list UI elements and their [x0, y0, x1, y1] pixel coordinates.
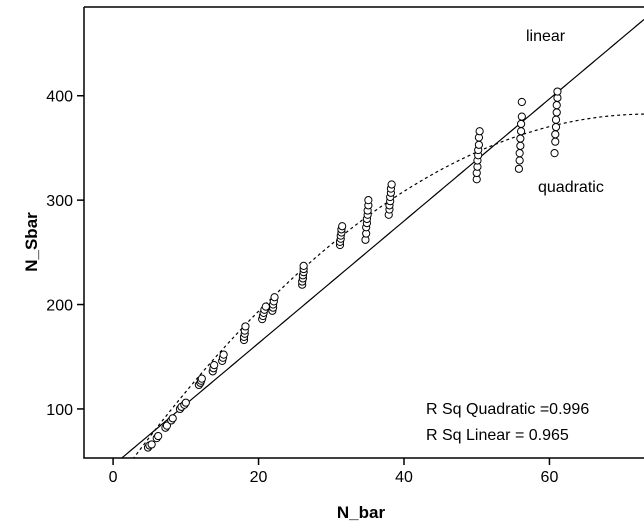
data-point: [550, 149, 559, 158]
data-points: [143, 87, 562, 452]
data-point: [551, 122, 561, 132]
r-squared-quadratic: R Sq Quadratic =0.996: [426, 401, 589, 418]
data-point: [154, 431, 163, 441]
data-point: [241, 322, 250, 331]
x-axis-title: N_bar: [337, 503, 386, 522]
data-point: [553, 87, 562, 96]
data-point: [552, 101, 561, 110]
data-point: [551, 130, 560, 139]
data-point: [210, 360, 219, 370]
fit-label-linear: linear: [526, 28, 566, 45]
r-squared-linear: R Sq Linear = 0.965: [426, 427, 569, 444]
data-point: [551, 115, 561, 124]
data-point: [514, 164, 524, 173]
data-point: [552, 108, 561, 117]
data-point: [474, 140, 484, 149]
data-point: [387, 180, 396, 189]
y-tick-label: 100: [46, 402, 73, 419]
data-point: [338, 222, 347, 231]
x-tick-label: 40: [395, 469, 413, 486]
data-point: [162, 421, 172, 430]
data-point: [364, 196, 373, 205]
x-tick-label: 20: [250, 469, 268, 486]
y-tick-label: 200: [46, 298, 73, 315]
x-tick-label: 60: [541, 469, 559, 486]
data-point: [299, 261, 308, 271]
y-tick-label: 300: [46, 193, 73, 210]
data-point: [515, 149, 524, 158]
data-point: [516, 134, 525, 143]
data-point: [168, 414, 177, 423]
data-point: [261, 302, 270, 311]
data-point: [517, 97, 526, 107]
data-point: [515, 156, 524, 165]
data-point: [516, 127, 526, 136]
fit-label-quadratic: quadratic: [538, 179, 604, 196]
data-point: [181, 398, 190, 407]
y-axis-title: N_Sbar: [22, 212, 41, 272]
data-point: [517, 112, 526, 121]
data-point: [147, 440, 156, 449]
data-point: [516, 141, 525, 150]
data-point: [197, 374, 206, 383]
y-tick-label: 400: [46, 89, 73, 106]
x-tick-label: 0: [109, 469, 118, 486]
data-point: [551, 137, 560, 146]
data-point: [219, 350, 228, 359]
axes: 0 20 40 60 100 200 300 400: [46, 6, 644, 486]
axis-frame: [83, 6, 644, 459]
data-point: [475, 127, 484, 136]
fit-line-quadratic: [132, 113, 644, 458]
data-point: [270, 293, 279, 302]
data-point: [516, 119, 526, 129]
